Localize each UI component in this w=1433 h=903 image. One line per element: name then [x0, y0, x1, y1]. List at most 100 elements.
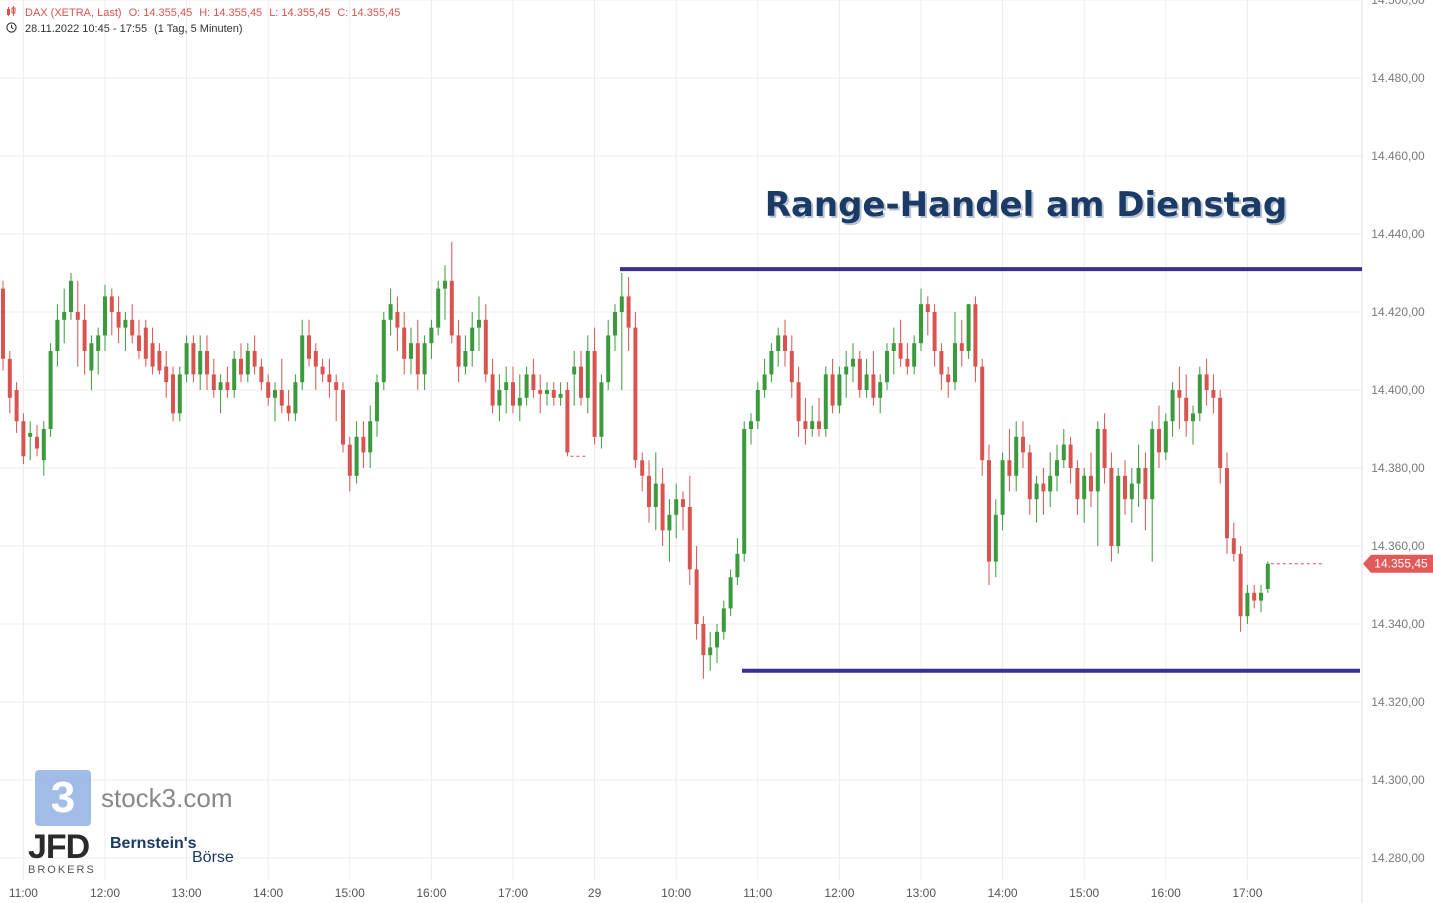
- candle-body: [1116, 475, 1121, 546]
- candle-body: [1163, 421, 1168, 453]
- candle-body: [1245, 592, 1250, 617]
- candle-body: [851, 358, 855, 367]
- candle-body: [912, 343, 917, 367]
- candle-body: [1000, 460, 1005, 515]
- candle-body: [579, 366, 583, 398]
- x-tick-label: 16:00: [416, 886, 446, 900]
- candle-body: [993, 514, 998, 562]
- candle-body: [381, 319, 386, 383]
- x-axis: 11:00 12:00 13:00 14:00 15:00 16:00 17:00 29 10:…: [9, 886, 1263, 900]
- candle-body: [1027, 452, 1032, 500]
- candle-body: [1075, 468, 1080, 500]
- candle-body: [728, 577, 733, 609]
- x-tick-label: 15:00: [335, 886, 365, 900]
- candle-body: [1231, 538, 1236, 554]
- candle-body: [143, 327, 148, 359]
- x-tick-label: 15:00: [1069, 886, 1099, 900]
- stock3-logo: 3: [35, 770, 91, 826]
- candle-body: [1041, 483, 1046, 492]
- candle-body: [313, 351, 318, 367]
- candle-body: [905, 358, 910, 367]
- candle-body: [198, 351, 203, 375]
- candle-body: [239, 358, 243, 375]
- candle-body: [796, 382, 801, 422]
- candle-body: [919, 304, 923, 344]
- candle-body: [218, 382, 223, 390]
- candle-body: [599, 382, 604, 437]
- candle-body: [483, 319, 488, 375]
- candle-body: [1034, 483, 1039, 500]
- bernstein-logo: Bernstein's: [110, 835, 197, 852]
- jfd-logo: JFD: [28, 828, 90, 866]
- candle-body: [259, 366, 264, 383]
- candle-body: [1061, 444, 1066, 461]
- candle-body: [531, 374, 536, 390]
- candle-body: [545, 390, 549, 394]
- candle-body: [470, 327, 475, 351]
- candle-body: [1259, 592, 1263, 601]
- candle-body: [1211, 390, 1216, 398]
- candle-body: [1014, 436, 1019, 476]
- candle-body: [89, 343, 94, 371]
- candle-body: [946, 374, 951, 383]
- candle-body: [878, 382, 883, 398]
- candle-body: [334, 382, 339, 390]
- candle-body: [803, 421, 808, 429]
- candle-body: [171, 374, 175, 414]
- candle-body: [279, 390, 284, 406]
- candle-body: [973, 304, 978, 367]
- x-tick-label: 14:00: [253, 886, 283, 900]
- ohlc-header: DAX (XETRA, Last) O: 14.355,45 H: 14.355,4…: [6, 6, 407, 20]
- candle-body: [300, 335, 305, 383]
- candle-body: [395, 312, 400, 328]
- candle-body: [497, 390, 502, 406]
- candle-body: [1123, 475, 1127, 500]
- candle-body: [633, 327, 638, 461]
- candle-body: [463, 351, 468, 367]
- last-price-tag: [1363, 554, 1433, 573]
- x-tick-label: 11:00: [9, 886, 38, 900]
- candle-body: [375, 382, 379, 422]
- range-lines: 14.355,45: [570, 267, 1433, 673]
- candle-body: [164, 366, 169, 383]
- candle-body: [1109, 468, 1114, 546]
- candle-body: [320, 366, 325, 375]
- candle-body: [443, 280, 447, 289]
- candle-body: [1089, 475, 1093, 492]
- site-watermark: stock3.com: [101, 783, 233, 813]
- candle-body: [980, 366, 985, 461]
- x-tick-label: 29: [588, 886, 602, 900]
- candle-body: [429, 327, 434, 344]
- candle-body: [1191, 413, 1195, 422]
- candle-body: [82, 319, 87, 351]
- x-tick-label: 16:00: [1151, 886, 1181, 900]
- candle-body: [864, 374, 869, 390]
- candle-body: [327, 374, 332, 383]
- annotation-title-shadow: Range-Handel am Dienstag: [767, 187, 1289, 227]
- candle-body: [456, 335, 461, 367]
- candle-body: [885, 351, 889, 383]
- candle-body: [823, 374, 828, 429]
- candle-body: [1007, 460, 1012, 476]
- candle-body: [130, 319, 135, 336]
- candle-body: [1129, 483, 1134, 500]
- candle-body: [681, 499, 685, 507]
- y-tick-label: 14.440,00: [1371, 227, 1425, 241]
- candle-body: [341, 390, 345, 445]
- candle-body: [966, 304, 971, 351]
- candle-body: [252, 351, 257, 367]
- candle-body: [606, 335, 611, 383]
- candle-body: [41, 429, 46, 461]
- candle-body: [1095, 429, 1100, 492]
- candle-body: [783, 335, 787, 351]
- x-tick-label: 11:00: [743, 886, 772, 900]
- candle-body: [490, 374, 495, 406]
- candle-body: [116, 312, 121, 328]
- candle-body: [1021, 436, 1025, 453]
- y-tick-label: 14.360,00: [1371, 539, 1425, 553]
- candle-body: [62, 312, 67, 320]
- candle-body: [776, 335, 781, 351]
- clock-icon: [6, 22, 18, 36]
- candle-body: [436, 288, 441, 328]
